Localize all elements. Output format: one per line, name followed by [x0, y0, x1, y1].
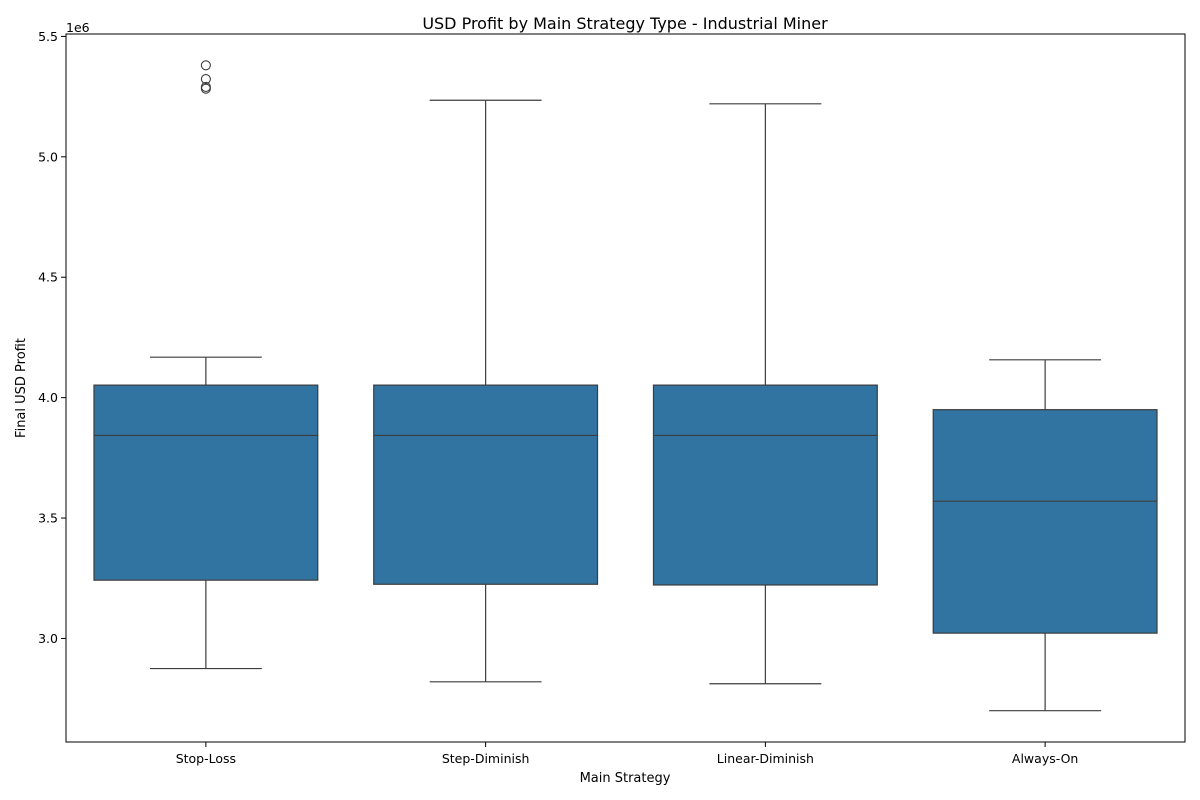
chart-title: USD Profit by Main Strategy Type - Indus…: [422, 14, 828, 33]
box-step-diminish: [373, 384, 599, 585]
y-tick-label: 4.5: [38, 270, 58, 285]
box-stop-loss: [93, 384, 319, 581]
y-tick-label: 5.5: [38, 29, 58, 44]
box-group-always-on: [932, 359, 1158, 712]
x-tick-label: Linear-Diminish: [717, 751, 814, 766]
x-tick-label: Always-On: [1012, 751, 1078, 766]
y-axis: 3.0 3.5 4.0 4.5 5.0 5.5: [38, 29, 66, 646]
y-tick-label: 5.0: [38, 149, 58, 164]
x-tick-label: Stop-Loss: [176, 751, 236, 766]
y-axis-label: Final USD Profit: [14, 338, 29, 438]
box-always-on: [932, 409, 1158, 634]
outlier-point-stop-loss: [200, 73, 211, 85]
outlier-point-stop-loss: [200, 60, 211, 71]
y-tick-label: 4.0: [38, 390, 58, 405]
x-axis-label: Main Strategy: [580, 771, 671, 786]
box-linear-diminish: [652, 384, 878, 586]
x-tick-label: Step-Diminish: [442, 751, 530, 766]
box-group-linear-diminish: [652, 103, 878, 685]
outlier-point-stop-loss: [200, 83, 211, 94]
x-axis: Stop-Loss Step-Diminish Linear-Diminish Alw…: [176, 742, 1078, 766]
box-group-step-diminish: [373, 99, 599, 683]
plot-area: [93, 60, 1158, 712]
plot-frame: [65, 33, 1186, 743]
y-tick-label: 3.0: [38, 631, 58, 646]
y-tick-label: 3.5: [38, 511, 58, 526]
y-offset-label: 1e6: [66, 20, 90, 35]
box-group-stop-loss: [93, 60, 319, 670]
